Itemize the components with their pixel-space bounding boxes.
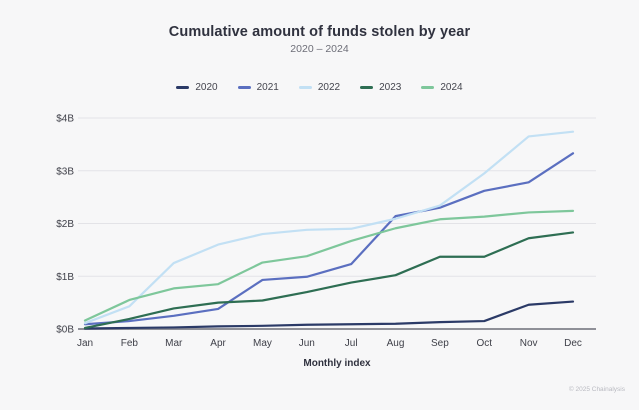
legend-item-2024[interactable]: 2024 (421, 82, 463, 93)
legend-item-2021[interactable]: 2021 (237, 82, 279, 93)
series-line-2023 (83, 231, 575, 330)
legend-swatch-icon (237, 86, 251, 89)
y-tick-label: $2B (56, 219, 74, 230)
legend-label: 2021 (256, 82, 279, 93)
x-tick-label: May (253, 338, 272, 349)
legend-swatch-icon (298, 86, 312, 89)
x-tick-label: Feb (121, 338, 139, 349)
copyright-note: © 2025 Chainalysis (568, 386, 625, 393)
series-line-2020 (83, 300, 575, 330)
legend-item-2023[interactable]: 2023 (360, 82, 401, 93)
chart-title: Cumulative amount of funds stolen by yea… (168, 24, 471, 40)
legend-label: 2022 (317, 82, 341, 93)
series-line-2022 (83, 130, 575, 325)
x-tick-label: Aug (387, 338, 405, 349)
legend-item-2022[interactable]: 2022 (298, 82, 341, 93)
legend-label: 2020 (195, 82, 218, 93)
x-tick-label: Dec (564, 338, 582, 349)
legend-swatch-icon (421, 86, 435, 89)
y-tick-label: $4B (56, 114, 74, 125)
chart-legend: 2020 2021 2022 2023 2024 (0, 82, 639, 93)
x-tick-label: Nov (520, 338, 538, 349)
x-tick-label: Jul (345, 338, 358, 349)
x-tick-label: Apr (210, 338, 226, 349)
x-tick-label: Oct (476, 338, 492, 349)
y-tick-label: $3B (56, 166, 74, 177)
x-tick-label: Sep (431, 338, 449, 349)
legend-item-2020[interactable]: 2020 (176, 82, 218, 93)
legend-label: 2024 (440, 82, 463, 93)
x-tick-label: Jan (77, 338, 93, 349)
series-line-2024 (83, 209, 575, 322)
y-tick-label: $0B (56, 325, 74, 336)
xaxis-title: Monthly index (303, 358, 371, 369)
line-chart-svg: $0B $1B $2B $3B $4B Jan Feb Mar Apr May Jun Jul Aug S… (56, 114, 596, 349)
legend-label: 2023 (379, 82, 402, 93)
y-tick-label: $1B (56, 272, 74, 283)
legend-swatch-icon (360, 86, 374, 89)
x-tick-label: Jun (299, 338, 315, 349)
series-line-2021 (83, 152, 575, 326)
legend-swatch-icon (176, 86, 190, 89)
x-tick-label: Mar (165, 338, 183, 349)
chart-subtitle: 2020 – 2024 (290, 43, 349, 55)
